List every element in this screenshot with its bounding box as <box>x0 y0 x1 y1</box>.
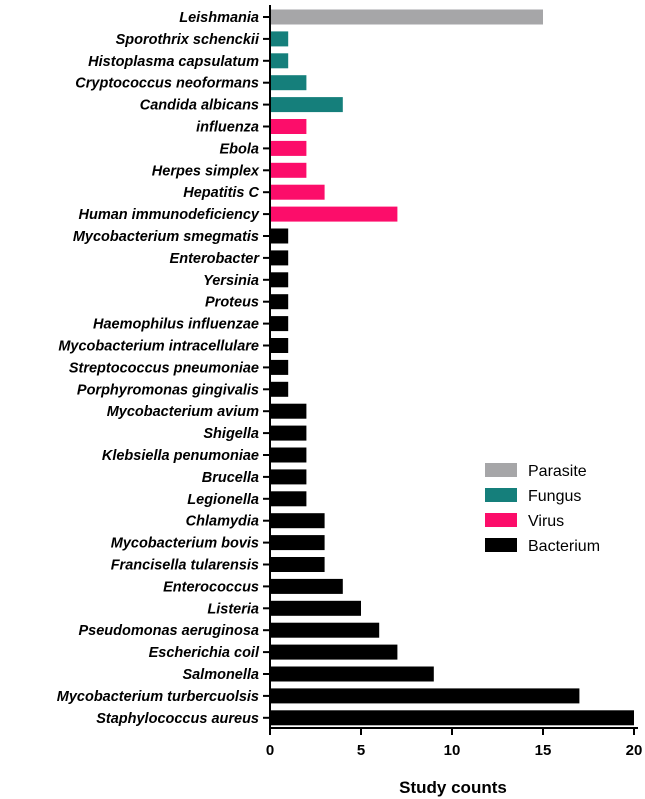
category-label: Pseudomonas aeruginosa <box>79 623 260 639</box>
legend-label-bacterium: Bacterium <box>528 538 600 555</box>
category-label: Francisella tularensis <box>111 558 259 574</box>
bar-mycobacterium-smegmatis <box>270 228 289 244</box>
category-label: Ebola <box>220 141 259 157</box>
category-label: Hepatitis C <box>183 185 259 201</box>
category-label: Cryptococcus neoformans <box>75 76 259 92</box>
category-label: Porphyromonas gingivalis <box>77 382 259 398</box>
legend-swatch-fungus <box>485 488 517 502</box>
x-tick-label: 10 <box>444 742 461 759</box>
legend-label-fungus: Fungus <box>528 488 581 505</box>
category-label: Shigella <box>203 426 259 442</box>
category-label: Enterobacter <box>170 251 261 267</box>
category-label: Histoplasma capsulatum <box>88 54 259 70</box>
bar-mycobacterium-bovis <box>270 535 325 551</box>
legend-label-virus: Virus <box>528 513 564 530</box>
category-label: Mycobacterium turbercuolsis <box>57 689 259 705</box>
bar-leishmania <box>270 9 543 25</box>
bar-listeria <box>270 600 361 616</box>
bar-influenza <box>270 119 307 134</box>
legend-swatch-virus <box>485 513 517 527</box>
x-axis-title: Study counts <box>399 778 507 797</box>
bar-escherichia-coil <box>270 644 398 660</box>
bar-yersinia <box>270 272 289 288</box>
bar-sporothrix-schenckii <box>270 31 289 47</box>
category-label: Proteus <box>205 295 259 311</box>
bar-staphylococcus-aureus <box>270 710 634 726</box>
category-label: Listeria <box>207 601 259 617</box>
category-label: Leishmania <box>179 10 259 26</box>
category-label: Staphylococcus aureus <box>96 711 259 727</box>
category-label: Sporothrix schenckii <box>116 32 260 48</box>
bar-human-immunodeficiency <box>270 206 398 222</box>
category-labels: Leishmania Sporothrix schenckii Histoplasm… <box>57 10 270 727</box>
bar-cryptococcus-neoformans <box>270 75 307 91</box>
category-label: Escherichia coil <box>149 645 260 661</box>
category-label: Salmonella <box>182 667 259 683</box>
bar-brucella <box>270 469 307 485</box>
bar-mycobacterium-turbercuolsis <box>270 688 580 704</box>
bar-chlamydia <box>270 513 325 529</box>
category-label: Brucella <box>202 470 259 486</box>
bar-klebsiella-penumoniae <box>270 447 307 463</box>
bar-enterococcus <box>270 578 343 594</box>
bar-shigella <box>270 425 307 441</box>
bar-haemophilus-influenzae <box>270 316 289 332</box>
legend-label-parasite: Parasite <box>528 463 587 480</box>
x-tick-label: 15 <box>535 742 552 759</box>
bar-ebola <box>270 140 307 156</box>
bar-mycobacterium-intracellulare <box>270 338 289 353</box>
bar-candida-albicans <box>270 97 343 113</box>
bar-proteus <box>270 294 289 310</box>
category-label: Legionella <box>187 492 259 508</box>
bar-francisella-tularensis <box>270 557 325 572</box>
category-label: Human immunodeficiency <box>79 207 260 223</box>
category-label: Yersinia <box>203 273 259 289</box>
category-label: Haemophilus influenzae <box>93 317 259 333</box>
category-label: Chlamydia <box>186 514 259 530</box>
category-label: Streptococcus pneumoniae <box>69 360 259 376</box>
category-label: Klebsiella penumoniae <box>102 448 259 464</box>
bar-pseudomonas-aeruginosa <box>270 622 380 638</box>
bar-enterobacter <box>270 250 289 266</box>
category-label: Mycobacterium bovis <box>111 536 259 552</box>
category-label: Mycobacterium intracellulare <box>58 339 259 355</box>
bars-layer <box>270 9 634 726</box>
legend: Parasite Fungus Virus Bacterium <box>485 463 600 555</box>
bar-salmonella <box>270 666 434 682</box>
category-label: Herpes simplex <box>152 163 260 179</box>
bar-hepatitis-c <box>270 184 325 200</box>
bar-porphyromonas-gingivalis <box>270 381 289 397</box>
bar-herpes-simplex <box>270 162 307 178</box>
category-label: Mycobacterium avium <box>107 404 259 420</box>
axes <box>269 5 638 729</box>
bar-histoplasma-capsulatum <box>270 53 289 69</box>
bar-streptococcus-pneumoniae <box>270 359 289 375</box>
x-tick-label: 20 <box>626 742 643 759</box>
category-label: Candida albicans <box>140 98 259 114</box>
x-tick-label: 5 <box>357 742 365 759</box>
legend-swatch-parasite <box>485 463 517 477</box>
x-tick-label: 0 <box>266 742 274 759</box>
x-axis-ticks: 0 5 10 15 20 <box>266 728 643 759</box>
bar-mycobacterium-avium <box>270 403 307 419</box>
category-label: Mycobacterium smegmatis <box>73 229 259 245</box>
legend-swatch-bacterium <box>485 538 517 552</box>
bar-legionella <box>270 491 307 507</box>
category-label: influenza <box>196 120 259 136</box>
category-label: Enterococcus <box>163 579 259 595</box>
